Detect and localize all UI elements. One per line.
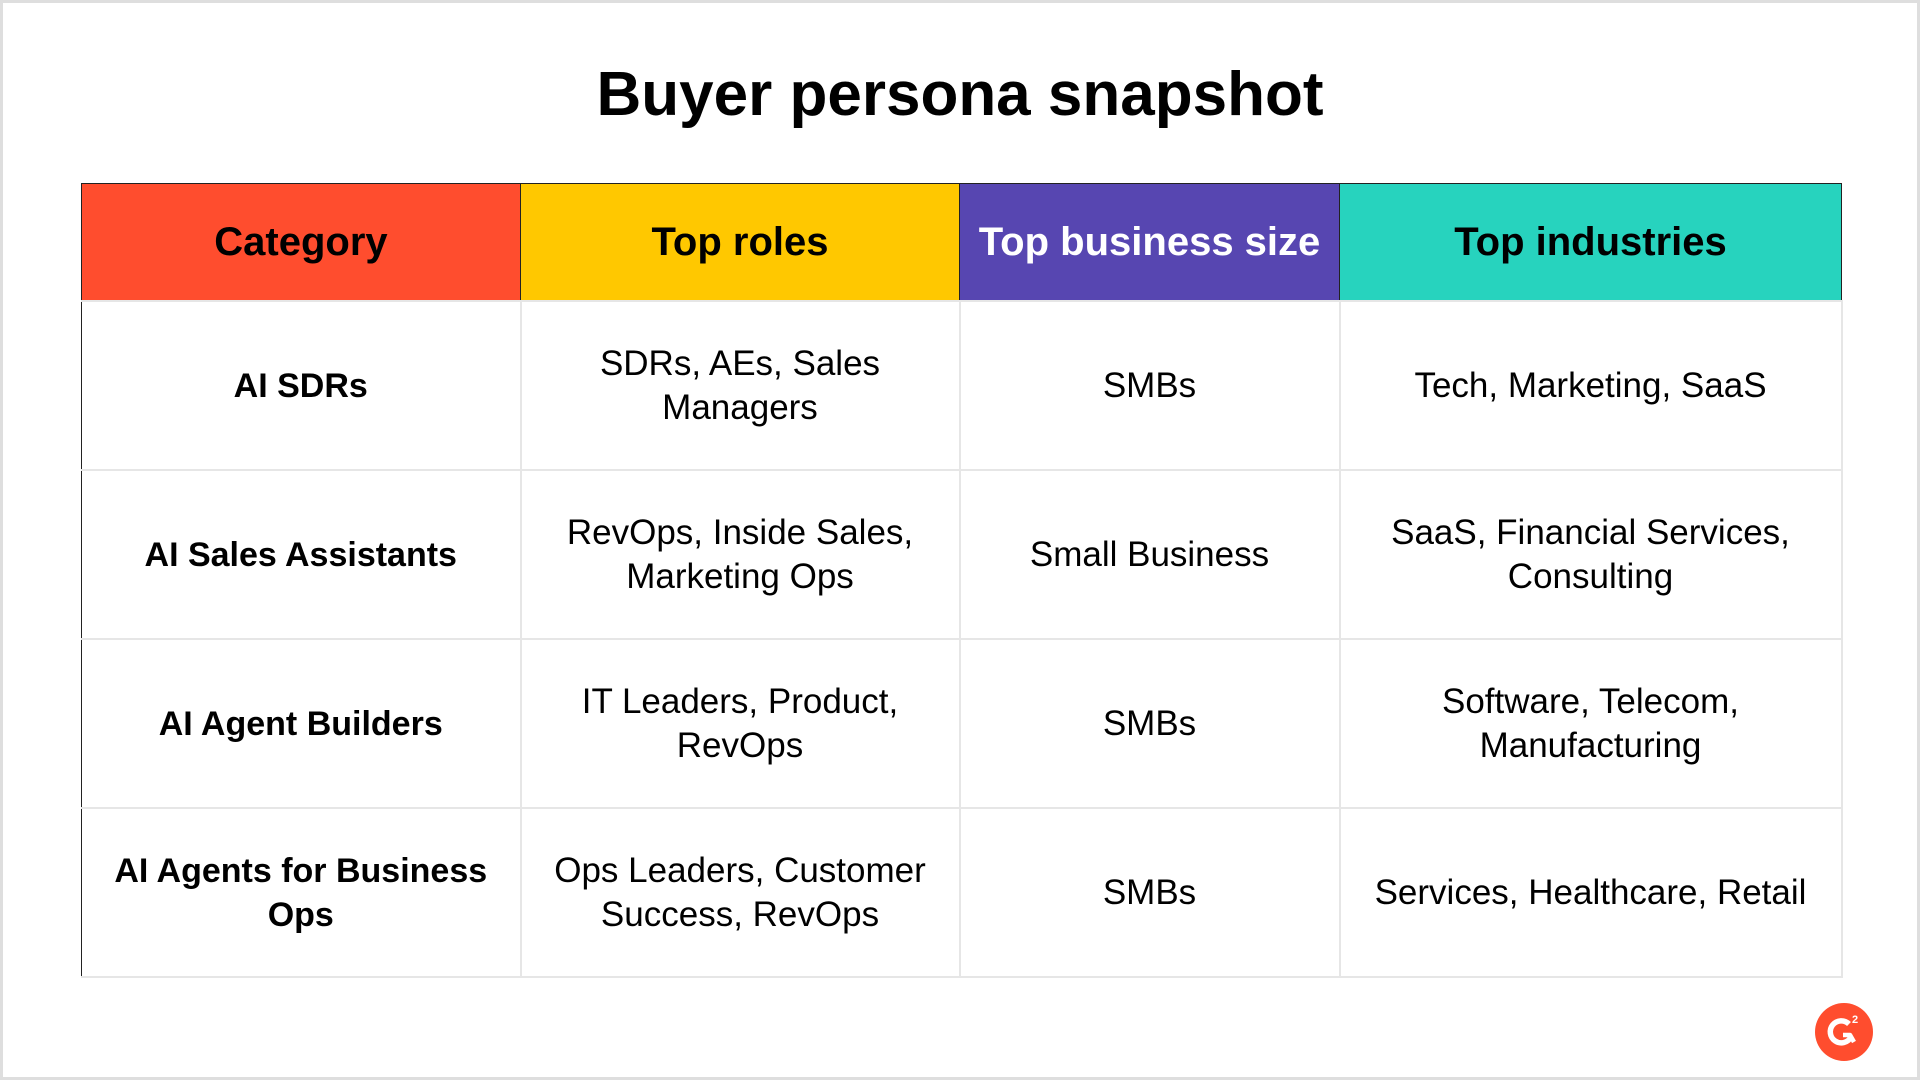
cell-top-roles: RevOps, Inside Sales, Marketing Ops: [519, 469, 961, 640]
buyer-persona-table: Category Top roles Top business size Top…: [81, 183, 1843, 978]
g2-logo-glyph-icon: 2: [1827, 1014, 1858, 1046]
cell-top-industries: Services, Healthcare, Retail: [1338, 807, 1843, 978]
slide-card: Buyer persona snapshot Category Top role…: [3, 3, 1917, 1077]
header-top-roles: Top roles: [520, 183, 960, 302]
cell-top-roles: SDRs, AEs, Sales Managers: [519, 300, 961, 471]
table-row: AI SDRs SDRs, AEs, Sales Managers SMBs T…: [81, 300, 1843, 471]
cell-category: AI Agent Builders: [81, 638, 522, 809]
cell-top-industries: Tech, Marketing, SaaS: [1338, 300, 1843, 471]
cell-top-roles: IT Leaders, Product, RevOps: [519, 638, 961, 809]
header-top-industries: Top industries: [1339, 183, 1842, 302]
cell-category: AI Sales Assistants: [81, 469, 522, 640]
page-title: Buyer persona snapshot: [596, 60, 1324, 129]
cell-top-business-size: Small Business: [958, 469, 1341, 640]
cell-top-business-size: SMBs: [958, 807, 1341, 978]
g2-logo-icon: 2: [1815, 1003, 1873, 1061]
cell-top-industries: SaaS, Financial Services, Consulting: [1338, 469, 1843, 640]
table-header-row: Category Top roles Top business size Top…: [81, 183, 1842, 302]
cell-category: AI SDRs: [81, 300, 522, 471]
cell-top-business-size: SMBs: [958, 638, 1341, 809]
cell-top-roles: Ops Leaders, Customer Success, RevOps: [519, 807, 961, 978]
table-row: AI Agent Builders IT Leaders, Product, R…: [81, 638, 1843, 809]
cell-top-industries: Software, Telecom, Manufacturing: [1338, 638, 1843, 809]
header-top-business-size: Top business size: [959, 183, 1340, 302]
svg-text:2: 2: [1852, 1014, 1858, 1026]
header-category: Category: [81, 183, 521, 302]
table-row: AI Sales Assistants RevOps, Inside Sales…: [81, 469, 1843, 640]
cell-top-business-size: SMBs: [958, 300, 1341, 471]
cell-category: AI Agents for Business Ops: [81, 807, 522, 978]
table-row: AI Agents for Business Ops Ops Leaders, …: [81, 807, 1843, 978]
